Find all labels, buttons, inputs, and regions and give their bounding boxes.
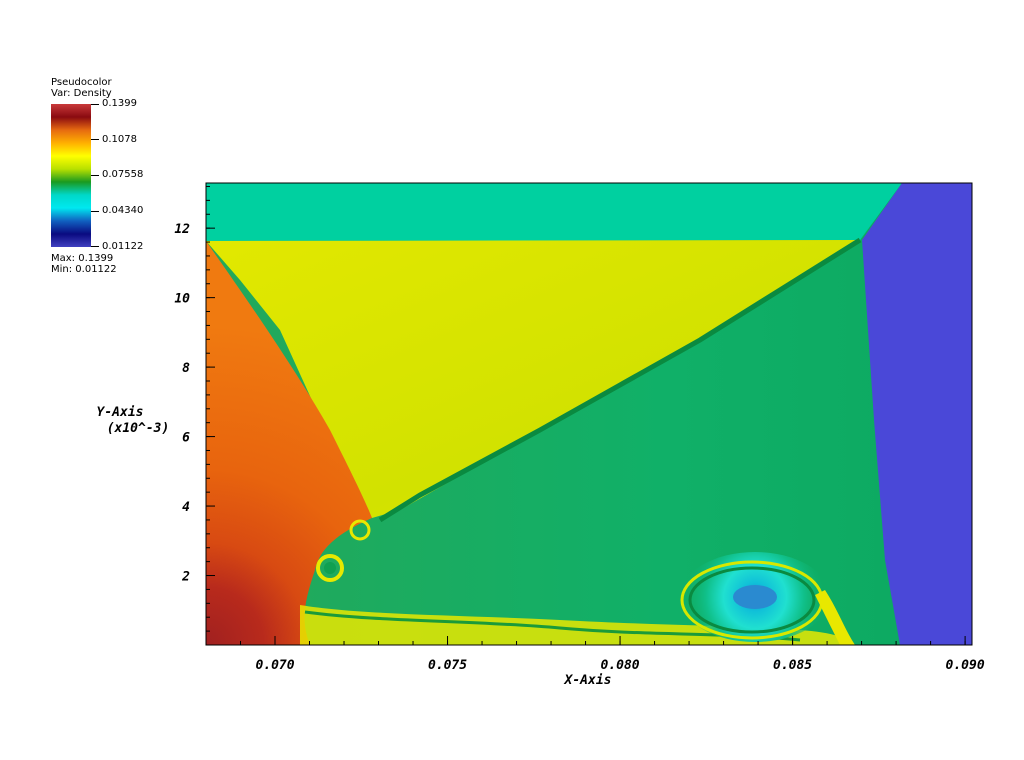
legend-tick-label: 0.07558: [102, 169, 144, 180]
vortex-center: [733, 585, 777, 609]
y-tick-label: 6: [182, 431, 190, 446]
vortex-ring: [688, 566, 816, 634]
shear-layer: [378, 237, 862, 523]
legend-tick-label: 0.1399: [102, 98, 137, 109]
legend-variable: Var: Density: [51, 88, 112, 99]
y-tick-label: 8: [182, 361, 190, 376]
y-tick-label: 10: [174, 292, 190, 307]
x-tick-label: 0.070: [255, 658, 294, 673]
legend-tickmark: [91, 211, 99, 212]
legend-title: Pseudocolor: [51, 77, 112, 88]
y-axis-scale: (x10^-3): [107, 421, 170, 436]
y-tick-label: 4: [182, 500, 190, 515]
region-right: [862, 183, 972, 645]
region-right-sliver: [815, 590, 855, 645]
legend-tick-label: 0.01122: [102, 241, 144, 252]
legend-tickmark: [91, 104, 99, 105]
x-tick-label: 0.080: [600, 658, 639, 673]
legend-min: Min: 0.01122: [51, 264, 117, 275]
x-axis: 0.070 0.075 0.080 0.085 0.090: [205, 636, 985, 673]
heatmap-field: [206, 183, 972, 645]
region-upper-band: [206, 183, 902, 241]
x-axis-title: X-Axis: [564, 673, 612, 688]
legend-tickmark: [91, 246, 99, 247]
region-yellow-wedge: [206, 240, 860, 518]
region-left-high-density: [206, 241, 372, 645]
eddy: [316, 554, 344, 582]
colorbar-gradient: [51, 104, 91, 247]
legend-tickmark: [91, 175, 99, 176]
colorbar-legend: Pseudocolor Var: Density 0.1399 0.1078 0…: [51, 77, 191, 277]
x-tick-label: 0.075: [428, 658, 467, 673]
y-axis-title: Y-Axis: [97, 405, 144, 420]
y-axis: 2 4 6 8 10 12: [174, 185, 215, 646]
eddy: [349, 519, 371, 541]
x-tick-label: 0.090: [946, 658, 985, 673]
plot-frame: [205, 182, 973, 646]
x-tick-label: 0.085: [773, 658, 812, 673]
y-tick-label: 2: [181, 570, 190, 585]
legend-max: Max: 0.1399: [51, 253, 114, 264]
legend-tick-label: 0.04340: [102, 205, 144, 216]
legend-tickmark: [91, 139, 99, 140]
y-tick-label: 12: [174, 222, 190, 237]
legend-tick-label: 0.1078: [102, 134, 137, 145]
eddy-core: [324, 562, 336, 574]
